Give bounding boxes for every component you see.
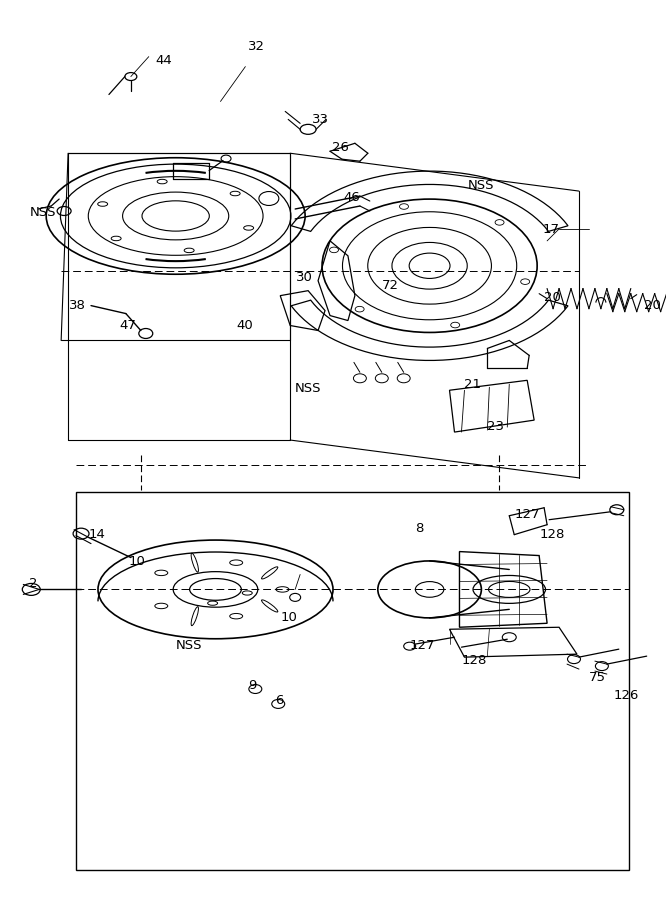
Text: 126: 126: [614, 689, 639, 702]
Text: NSS: NSS: [175, 639, 202, 652]
Text: 40: 40: [236, 319, 253, 331]
Text: 30: 30: [296, 271, 313, 284]
Text: 9: 9: [248, 679, 257, 692]
Text: 127: 127: [514, 508, 540, 521]
Text: 75: 75: [589, 671, 606, 684]
Text: 38: 38: [69, 299, 86, 311]
Text: 128: 128: [539, 527, 564, 541]
Text: 6: 6: [275, 694, 283, 707]
Text: 26: 26: [332, 141, 349, 154]
Text: 20: 20: [644, 299, 660, 311]
Text: 33: 33: [312, 113, 329, 126]
Text: 10: 10: [129, 554, 145, 568]
Text: 23: 23: [488, 420, 504, 433]
Text: 10: 10: [280, 611, 297, 625]
Text: 128: 128: [462, 654, 487, 667]
Text: 2: 2: [29, 578, 38, 590]
Text: 14: 14: [89, 527, 106, 541]
Text: 20: 20: [544, 291, 561, 303]
Text: 46: 46: [343, 191, 360, 204]
Text: 47: 47: [119, 319, 136, 331]
Text: 127: 127: [410, 639, 435, 652]
Text: 21: 21: [464, 378, 482, 392]
Text: 44: 44: [155, 54, 173, 67]
Text: 72: 72: [382, 279, 399, 292]
Text: NSS: NSS: [295, 382, 321, 395]
Text: 17: 17: [542, 223, 559, 236]
Text: NSS: NSS: [29, 206, 56, 219]
Text: 8: 8: [415, 522, 423, 535]
Text: 32: 32: [248, 40, 265, 53]
Bar: [76, 491, 629, 870]
Text: NSS: NSS: [468, 179, 494, 192]
